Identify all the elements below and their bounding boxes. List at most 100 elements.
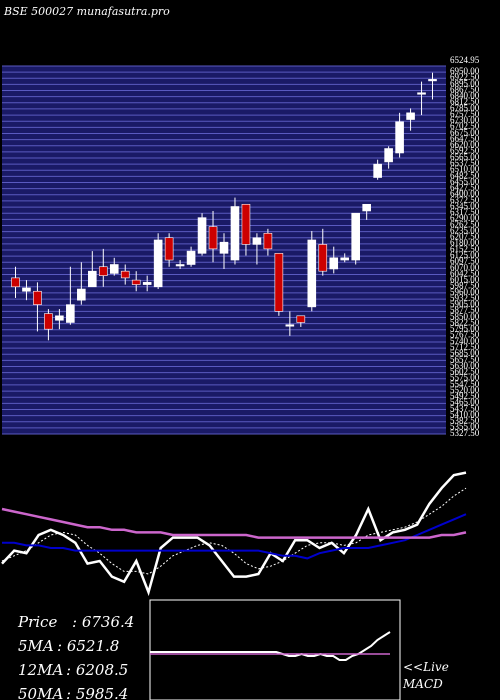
price-tick-label: 5520.00 bbox=[450, 385, 480, 395]
candle bbox=[175, 260, 185, 269]
candle-body-up bbox=[395, 121, 404, 154]
price-tick-label: 5437.50 bbox=[450, 403, 480, 413]
candle bbox=[362, 203, 371, 220]
candle bbox=[384, 146, 393, 169]
candle bbox=[417, 81, 426, 116]
price-tick-label: 5767.50 bbox=[450, 330, 480, 340]
candle-body-down bbox=[33, 290, 42, 305]
candle-body-down bbox=[131, 279, 141, 285]
candle-body-down bbox=[296, 315, 306, 323]
series-line-ma_medium bbox=[2, 513, 467, 560]
info-panel: Price : 6736.4 5MA : 6521.8 12MA : 6208.… bbox=[17, 613, 134, 700]
candle bbox=[120, 264, 130, 285]
price-tick-label: 6152.50 bbox=[450, 244, 480, 254]
price-tick-label: 6235.00 bbox=[450, 225, 480, 235]
price-tick-label: 5932.50 bbox=[450, 293, 480, 303]
price-tick-label: 5547.50 bbox=[450, 379, 480, 389]
candle-body-down bbox=[274, 253, 284, 312]
price-tick-label: 6812.50 bbox=[450, 97, 480, 107]
price-tick-label: 6400.00 bbox=[450, 189, 480, 199]
candle bbox=[340, 253, 350, 263]
macd-caption: <<Live bbox=[403, 660, 449, 674]
price-tick-label: 5657.50 bbox=[450, 354, 480, 364]
price-tick-label: 6482.50 bbox=[450, 170, 480, 180]
price-tick-label: 6950.00 bbox=[450, 66, 480, 76]
candle bbox=[197, 213, 207, 256]
price-tick-label: 5410.00 bbox=[450, 409, 480, 419]
candle bbox=[44, 309, 53, 341]
candle bbox=[153, 233, 163, 290]
candle-body-up bbox=[362, 203, 371, 212]
candle bbox=[307, 231, 317, 312]
price-tick-label: 6895.00 bbox=[450, 78, 480, 88]
candle-body-up bbox=[219, 241, 229, 254]
candle bbox=[241, 203, 251, 256]
price-tick-label: 5327.50 bbox=[450, 428, 480, 438]
price-tick-label: 5630.00 bbox=[450, 360, 480, 370]
header-caption: BSE 500027 munafasutra.pro bbox=[3, 5, 170, 18]
price-tick-label: 6785.00 bbox=[450, 103, 480, 113]
candle-body-down bbox=[241, 203, 251, 245]
candle-body-up bbox=[77, 288, 86, 301]
candle bbox=[88, 251, 97, 288]
candle bbox=[22, 280, 31, 301]
candle-body-up bbox=[384, 148, 393, 163]
price-tick-label: 5877.50 bbox=[450, 305, 480, 315]
candle-body-up bbox=[307, 239, 317, 308]
candle-body-down bbox=[318, 244, 328, 272]
ma50-value: : 5985.4 bbox=[66, 685, 128, 700]
candle bbox=[406, 108, 415, 131]
candle bbox=[274, 253, 284, 316]
candle bbox=[285, 311, 295, 336]
price-tick-label: 6345.00 bbox=[450, 201, 480, 211]
candle-body-up bbox=[230, 206, 240, 261]
series-line-ma_short bbox=[1, 487, 467, 575]
macd-line-macd bbox=[150, 631, 391, 661]
price-tick-label: 6647.50 bbox=[450, 133, 480, 143]
candle bbox=[66, 266, 75, 325]
macd-lines bbox=[150, 631, 391, 661]
candle-body-down bbox=[120, 270, 130, 279]
price-tick-label: 5795.00 bbox=[450, 324, 480, 334]
candle-grid bbox=[2, 65, 446, 435]
price-tick-label: 6097.50 bbox=[450, 256, 480, 266]
top-price-label: 6524.95 bbox=[450, 55, 480, 65]
price-tick-label: 6510.00 bbox=[450, 164, 480, 174]
candle-body-up bbox=[55, 315, 64, 321]
candle-body-up bbox=[329, 257, 339, 270]
price-tick-label: 6592.50 bbox=[450, 146, 480, 156]
candle-body-down bbox=[98, 266, 108, 276]
ma5-label: 5MA bbox=[18, 637, 54, 655]
candle bbox=[77, 262, 86, 305]
ma12-label: 12MA bbox=[18, 661, 63, 679]
candle bbox=[131, 271, 141, 292]
price-tick-label: 6070.00 bbox=[450, 262, 480, 272]
candle-body-up bbox=[428, 79, 437, 82]
candle-body-up bbox=[186, 250, 196, 265]
moving-average-lines bbox=[1, 471, 467, 597]
price-tick-label: 5602.50 bbox=[450, 367, 480, 377]
candle-body-up bbox=[88, 270, 97, 288]
candle-body-down bbox=[11, 277, 20, 288]
candle bbox=[230, 197, 240, 265]
candle bbox=[109, 257, 119, 276]
price-tick-label: 6372.50 bbox=[450, 195, 480, 205]
candle-body-up bbox=[197, 217, 207, 254]
price-tick-label: 5575.00 bbox=[450, 373, 480, 383]
candle-body-up bbox=[252, 237, 262, 245]
price-tick-label: 6565.00 bbox=[450, 152, 480, 162]
candle bbox=[142, 275, 152, 292]
price-tick-label: 5712.50 bbox=[450, 342, 480, 352]
price-tick-label: 5382.50 bbox=[450, 416, 480, 426]
price-tick-label: 5492.50 bbox=[450, 391, 480, 401]
price-tick-label: 6207.50 bbox=[450, 232, 480, 242]
candle bbox=[164, 233, 174, 267]
candle-body-up bbox=[22, 287, 31, 292]
candle-body-up bbox=[340, 257, 350, 261]
price-tick-label: 6180.00 bbox=[450, 238, 480, 248]
candle bbox=[33, 282, 42, 332]
candle-body-up bbox=[66, 304, 75, 323]
candle-body-down bbox=[263, 232, 273, 250]
